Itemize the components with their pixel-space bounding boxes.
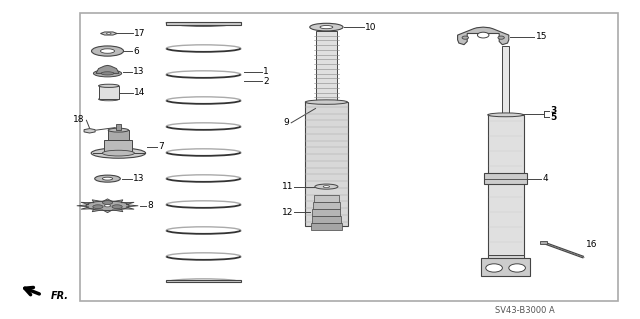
Ellipse shape bbox=[92, 46, 124, 56]
Text: 13: 13 bbox=[133, 174, 145, 183]
Text: 4: 4 bbox=[542, 174, 548, 183]
Polygon shape bbox=[77, 199, 138, 213]
Polygon shape bbox=[93, 140, 144, 153]
Bar bbox=[484, 173, 527, 184]
Ellipse shape bbox=[93, 70, 122, 77]
Ellipse shape bbox=[102, 201, 113, 204]
Ellipse shape bbox=[92, 148, 146, 158]
Ellipse shape bbox=[323, 186, 330, 188]
Text: 2: 2 bbox=[263, 77, 269, 86]
Ellipse shape bbox=[99, 84, 119, 87]
Text: 6: 6 bbox=[133, 47, 139, 56]
Text: 1: 1 bbox=[263, 67, 269, 76]
Ellipse shape bbox=[101, 72, 114, 75]
Ellipse shape bbox=[107, 33, 111, 34]
Bar bbox=[502, 46, 509, 115]
Bar bbox=[166, 22, 241, 25]
Text: 18: 18 bbox=[73, 115, 84, 124]
Text: 10: 10 bbox=[365, 23, 376, 32]
Bar bbox=[311, 223, 342, 230]
Text: 3: 3 bbox=[550, 106, 557, 115]
Bar bbox=[116, 124, 121, 130]
Text: FR.: FR. bbox=[51, 291, 68, 301]
Bar bbox=[314, 195, 339, 202]
Bar bbox=[313, 202, 340, 209]
Text: 14: 14 bbox=[134, 88, 146, 97]
Circle shape bbox=[486, 264, 502, 272]
Bar bbox=[488, 255, 524, 258]
Text: 5: 5 bbox=[550, 113, 557, 122]
Ellipse shape bbox=[498, 36, 504, 39]
Bar bbox=[540, 241, 547, 244]
Polygon shape bbox=[96, 65, 119, 73]
Bar bbox=[481, 258, 530, 276]
Bar bbox=[488, 115, 524, 263]
Ellipse shape bbox=[99, 98, 119, 101]
Ellipse shape bbox=[112, 205, 122, 209]
Ellipse shape bbox=[104, 205, 111, 207]
Bar bbox=[80, 13, 618, 301]
Polygon shape bbox=[84, 129, 95, 133]
Ellipse shape bbox=[93, 205, 103, 209]
Text: 7: 7 bbox=[158, 142, 164, 151]
Text: 9: 9 bbox=[284, 118, 289, 127]
Ellipse shape bbox=[102, 177, 113, 180]
Ellipse shape bbox=[305, 100, 348, 104]
Ellipse shape bbox=[102, 150, 134, 156]
Text: 11: 11 bbox=[282, 182, 293, 191]
Text: 13: 13 bbox=[133, 67, 145, 76]
Ellipse shape bbox=[108, 128, 129, 132]
Bar bbox=[316, 31, 337, 102]
Ellipse shape bbox=[315, 184, 338, 189]
Ellipse shape bbox=[488, 113, 524, 117]
Circle shape bbox=[509, 264, 525, 272]
Text: SV43-B3000 A: SV43-B3000 A bbox=[495, 306, 555, 315]
Polygon shape bbox=[458, 27, 509, 45]
Bar bbox=[312, 216, 341, 223]
Ellipse shape bbox=[310, 23, 343, 31]
Ellipse shape bbox=[320, 26, 333, 29]
Text: 16: 16 bbox=[586, 240, 597, 249]
Bar bbox=[99, 86, 119, 99]
Ellipse shape bbox=[95, 175, 120, 182]
Bar bbox=[166, 280, 241, 282]
Polygon shape bbox=[100, 32, 117, 35]
Text: 8: 8 bbox=[147, 201, 153, 210]
Text: 17: 17 bbox=[134, 29, 146, 38]
Text: 15: 15 bbox=[536, 32, 547, 41]
Bar bbox=[305, 102, 348, 226]
Ellipse shape bbox=[477, 32, 489, 38]
Bar bbox=[108, 130, 129, 140]
Bar bbox=[312, 209, 340, 216]
Ellipse shape bbox=[462, 36, 468, 39]
Text: 12: 12 bbox=[282, 208, 293, 217]
Ellipse shape bbox=[100, 49, 115, 53]
